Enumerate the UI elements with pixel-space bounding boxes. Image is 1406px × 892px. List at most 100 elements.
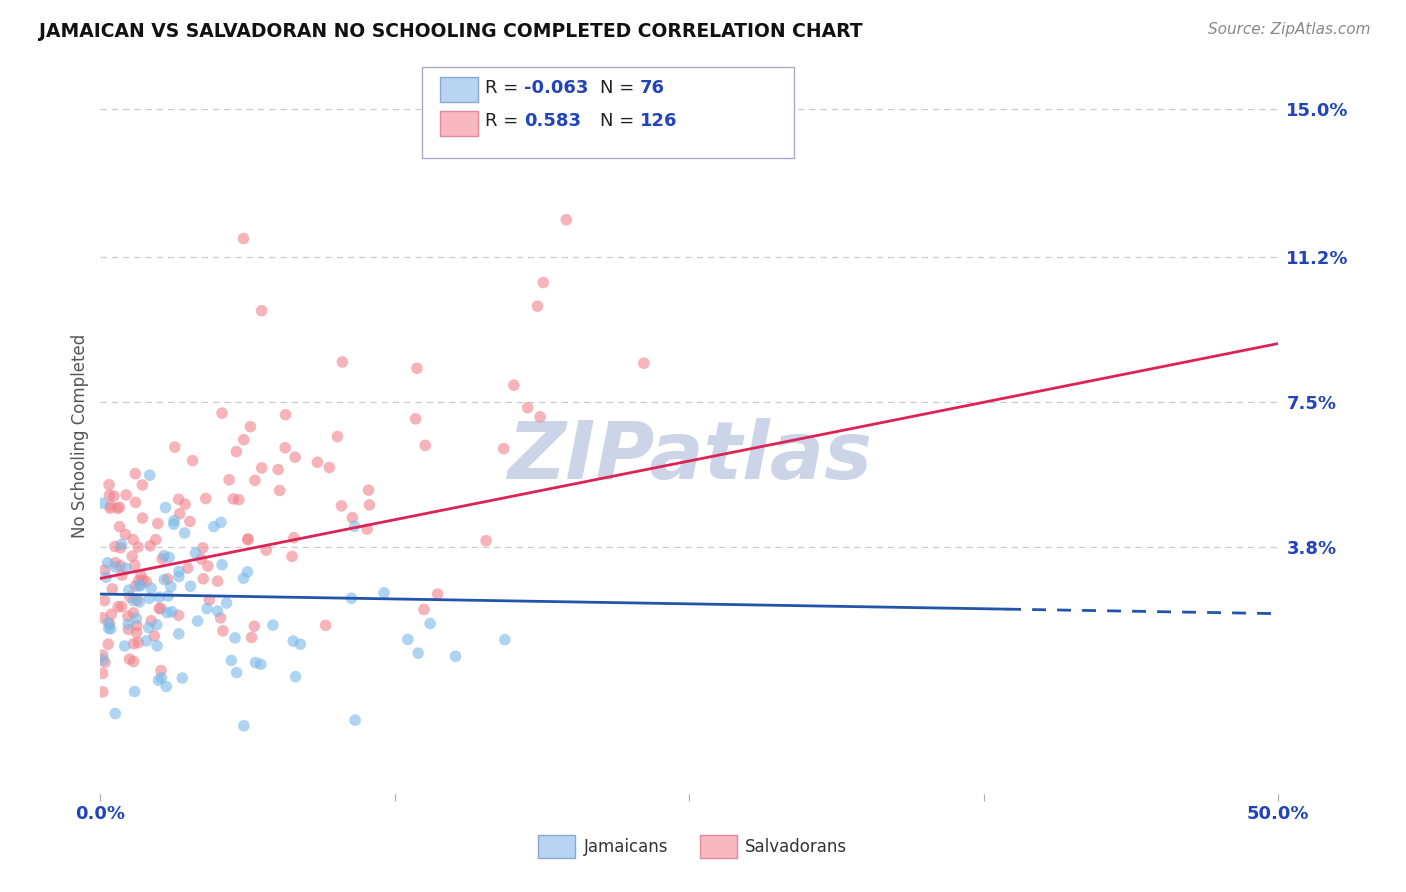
Point xyxy=(118,590,141,604)
Point xyxy=(236,565,259,579)
Point xyxy=(250,303,273,318)
Point xyxy=(107,501,129,516)
Point xyxy=(269,483,291,498)
Point xyxy=(127,593,149,607)
Point xyxy=(163,440,186,454)
Point xyxy=(202,519,225,533)
Point xyxy=(125,618,148,632)
Point xyxy=(122,533,145,547)
Point xyxy=(122,606,145,620)
Point xyxy=(526,299,548,313)
Point xyxy=(198,593,221,607)
Text: N =: N = xyxy=(600,112,640,130)
Point xyxy=(267,462,290,476)
Point xyxy=(218,473,240,487)
Point xyxy=(195,601,218,615)
Point xyxy=(193,572,215,586)
Point xyxy=(155,500,177,515)
Point xyxy=(110,537,132,551)
Point xyxy=(146,639,169,653)
Point xyxy=(91,685,114,699)
Point xyxy=(406,361,429,376)
Text: Salvadorans: Salvadorans xyxy=(745,838,848,855)
Point xyxy=(110,541,132,555)
Point xyxy=(396,632,419,647)
Point xyxy=(91,496,114,510)
Point xyxy=(117,617,139,632)
Point xyxy=(516,401,538,415)
Point xyxy=(139,539,162,553)
Point xyxy=(114,639,136,653)
Point xyxy=(93,593,115,607)
Point xyxy=(340,591,363,606)
Point xyxy=(529,409,551,424)
Text: 126: 126 xyxy=(640,112,678,130)
Point xyxy=(187,614,209,628)
Point xyxy=(413,602,436,616)
Point xyxy=(104,540,127,554)
Text: 76: 76 xyxy=(640,79,665,97)
Point xyxy=(167,569,190,583)
Point xyxy=(100,607,122,622)
Point xyxy=(98,616,121,631)
Point xyxy=(236,533,259,547)
Point xyxy=(173,526,195,541)
Point xyxy=(290,637,312,651)
Point xyxy=(94,570,117,584)
Point xyxy=(177,561,200,575)
Point xyxy=(128,595,150,609)
Point xyxy=(153,549,176,563)
Point xyxy=(91,611,114,625)
Point xyxy=(212,624,235,638)
Point xyxy=(131,478,153,492)
Text: R =: R = xyxy=(485,79,524,97)
Point xyxy=(281,549,304,564)
Point xyxy=(155,680,177,694)
Point xyxy=(239,419,262,434)
Point xyxy=(115,488,138,502)
Point xyxy=(97,621,120,635)
Point xyxy=(284,670,307,684)
Point xyxy=(209,611,232,625)
Point xyxy=(167,565,190,579)
Point xyxy=(633,356,655,370)
Point xyxy=(245,656,267,670)
Point xyxy=(444,649,467,664)
Point xyxy=(98,488,121,502)
Point xyxy=(232,231,254,245)
Point xyxy=(148,673,170,688)
Text: ZIPatlas: ZIPatlas xyxy=(506,418,872,496)
Point xyxy=(232,719,254,733)
Text: -0.063: -0.063 xyxy=(524,79,589,97)
Point xyxy=(174,497,197,511)
Point xyxy=(531,276,554,290)
Point xyxy=(117,623,139,637)
Point xyxy=(118,652,141,666)
Point xyxy=(307,455,329,469)
Point xyxy=(153,573,176,587)
Point xyxy=(167,492,190,507)
Point xyxy=(475,533,498,548)
Point xyxy=(356,522,378,536)
Point xyxy=(191,541,214,555)
Point xyxy=(184,546,207,560)
Point xyxy=(373,586,395,600)
Point xyxy=(167,627,190,641)
Point xyxy=(146,516,169,531)
Point xyxy=(222,491,245,506)
Point xyxy=(284,450,307,464)
Point xyxy=(97,637,120,651)
Point xyxy=(156,606,179,620)
Point xyxy=(124,558,146,573)
Point xyxy=(91,653,114,667)
Point xyxy=(190,552,212,566)
Point xyxy=(103,489,125,503)
Point xyxy=(157,550,180,565)
Point xyxy=(163,517,186,532)
Point xyxy=(224,631,246,645)
Point xyxy=(128,574,150,588)
Point xyxy=(143,629,166,643)
Point xyxy=(104,556,127,570)
Point xyxy=(209,516,232,530)
Point xyxy=(122,655,145,669)
